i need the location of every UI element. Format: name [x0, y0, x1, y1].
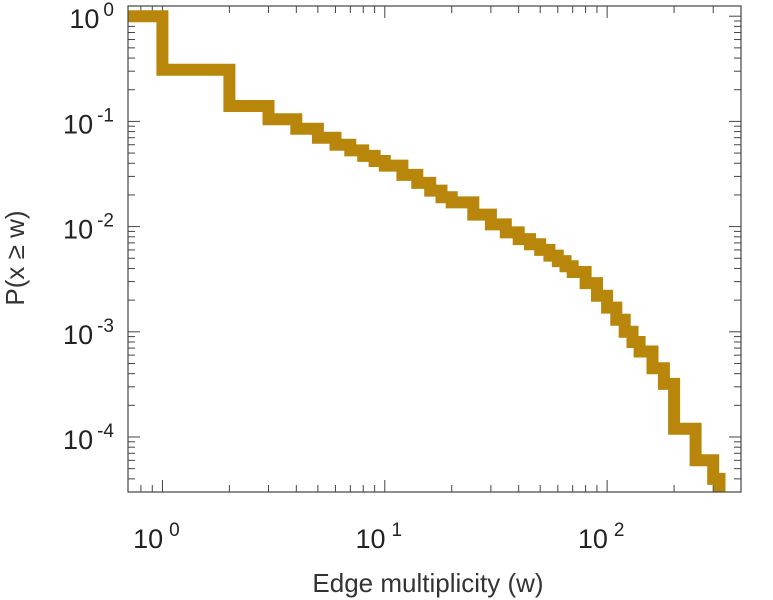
y-tick-label: 10 -3 — [63, 316, 114, 350]
x-tick-label-base: 10 — [578, 524, 608, 554]
y-axis-label: P(x ≥ w) — [0, 210, 30, 305]
y-tick-label-exponent: -1 — [97, 105, 114, 126]
x-tick-label: 10 1 — [355, 520, 402, 554]
data-series — [128, 10, 726, 492]
y-tick-label: 10 -2 — [63, 211, 114, 245]
x-tick-label: 10 2 — [578, 520, 625, 554]
y-tick-label-exponent: -4 — [97, 421, 114, 442]
y-tick-label: 10 -1 — [63, 105, 114, 139]
y-tick-label-exponent: -2 — [97, 211, 114, 232]
x-tick-label: 10 0 — [133, 520, 180, 554]
axis-ticks — [127, 6, 742, 493]
y-tick-label-base: 10 — [63, 425, 93, 455]
tick-labels: 10 0 10 1 10 210 010 -110 -210 -310 -4 — [63, 0, 624, 554]
y-tick-label-exponent: 0 — [103, 0, 114, 21]
plot-frame-rect — [127, 5, 742, 493]
y-tick-label-base: 10 — [63, 320, 93, 350]
y-tick-label-base: 10 — [63, 215, 93, 245]
plot-border — [127, 5, 742, 493]
y-tick-label: 10 0 — [69, 0, 114, 34]
y-tick-label-exponent: -3 — [97, 316, 114, 337]
series-step-line — [128, 10, 726, 492]
x-tick-label-exponent: 0 — [169, 520, 180, 541]
y-tick-label-base: 10 — [63, 109, 93, 139]
y-tick-label: 10 -4 — [63, 421, 114, 455]
x-tick-label-base: 10 — [355, 524, 385, 554]
x-tick-label-exponent: 2 — [614, 520, 625, 541]
x-tick-label-exponent: 1 — [392, 520, 403, 541]
x-axis-label: Edge multiplicity (w) — [312, 568, 543, 598]
y-tick-label-base: 10 — [69, 4, 99, 34]
x-tick-label-base: 10 — [133, 524, 163, 554]
